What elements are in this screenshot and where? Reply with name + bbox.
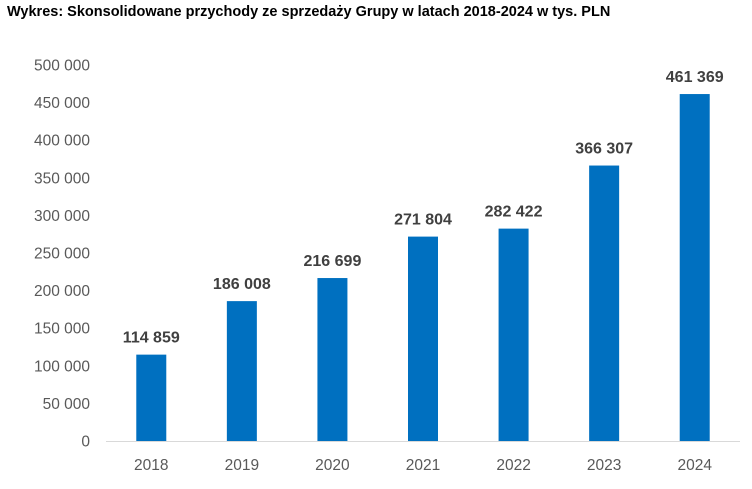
data-label: 114 859 xyxy=(123,330,180,347)
x-axis-ticks: 2018 2019 2020 2021 2022 2023 2024 xyxy=(134,457,712,474)
data-label: 366 307 xyxy=(575,141,633,158)
bars xyxy=(136,94,710,442)
x-tick-label: 2022 xyxy=(496,457,530,474)
y-tick-label: 400 000 xyxy=(34,133,90,150)
data-label: 271 804 xyxy=(394,212,452,229)
data-label: 186 008 xyxy=(213,276,271,293)
data-label: 216 699 xyxy=(304,253,362,270)
bar xyxy=(408,236,438,441)
y-tick-label: 350 000 xyxy=(34,170,90,187)
y-tick-label: 250 000 xyxy=(34,246,90,263)
bar xyxy=(136,354,167,441)
y-tick-label: 200 000 xyxy=(34,283,90,300)
bar xyxy=(679,94,710,442)
x-tick-label: 2020 xyxy=(315,457,350,474)
x-tick-label: 2018 xyxy=(134,457,168,474)
y-tick-label: 500 000 xyxy=(34,58,90,75)
y-tick-label: 100 000 xyxy=(34,358,90,375)
y-tick-label: 50 000 xyxy=(43,396,91,413)
x-tick-label: 2019 xyxy=(225,457,259,474)
data-label: 282 422 xyxy=(485,204,543,221)
bar xyxy=(226,301,257,441)
x-tick-label: 2023 xyxy=(587,457,621,474)
y-tick-label: 0 xyxy=(81,434,90,451)
y-tick-label: 450 000 xyxy=(34,95,90,112)
data-labels: 114 859 186 008 216 699 271 804 282 422 366 3… xyxy=(123,69,724,347)
x-tick-label: 2024 xyxy=(677,457,712,474)
y-axis-ticks: 0 50 000 100 000 150 000 200 000 250 000 300 0… xyxy=(34,58,90,451)
data-label: 461 369 xyxy=(666,69,724,86)
bar xyxy=(317,278,348,441)
y-tick-label: 150 000 xyxy=(34,321,90,338)
x-tick-label: 2021 xyxy=(406,457,440,474)
bar xyxy=(589,165,620,441)
y-tick-label: 300 000 xyxy=(34,208,90,225)
bar xyxy=(498,228,529,441)
chart-title: Wykres: Skonsolidowane przychody ze sprz… xyxy=(7,4,611,20)
